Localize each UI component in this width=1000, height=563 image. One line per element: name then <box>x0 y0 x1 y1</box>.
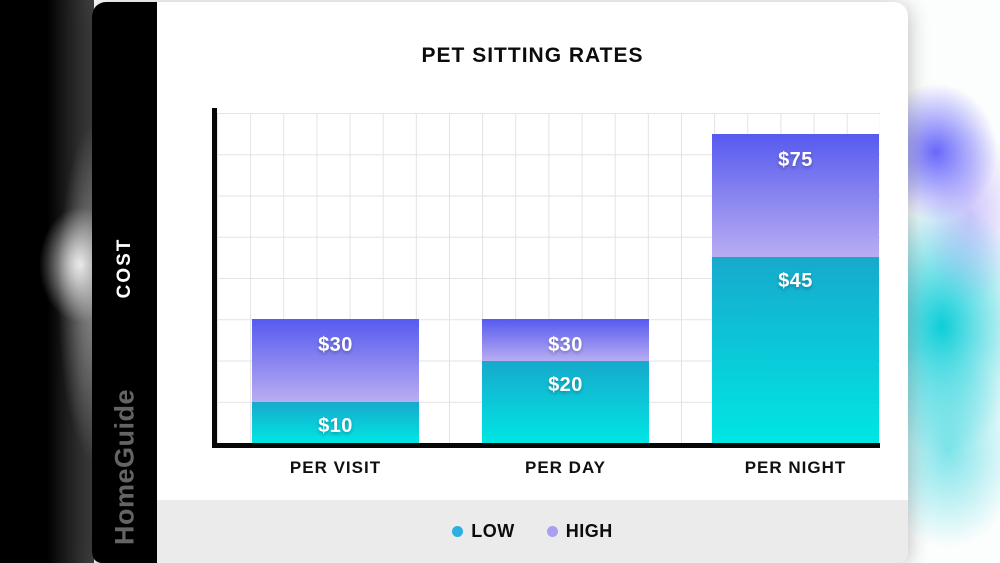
sidebar-cost-label: COST <box>113 237 135 299</box>
chart-title: PET SITTING RATES <box>421 44 644 67</box>
bar-per-night: $75 $45 <box>712 133 879 443</box>
bar-per-day: $30 $20 <box>482 319 649 443</box>
legend-label: LOW <box>471 521 515 541</box>
x-axis-line <box>212 443 880 448</box>
blurred-background-right <box>906 0 1000 563</box>
legend-item-low: LOW <box>452 521 515 542</box>
x-axis-label-per-visit: PER VISIT <box>289 458 382 477</box>
segment-low-per-visit: $10 <box>252 401 419 443</box>
segment-high-per-day: $30 <box>482 319 649 361</box>
segment-low-per-night: $45 <box>712 257 879 443</box>
legend: LOW HIGH <box>157 500 908 563</box>
value-label-high: $30 <box>548 334 583 357</box>
blurred-background-left <box>0 0 94 563</box>
x-axis-labels: PER VISIT PER DAY PER NIGHT <box>217 458 880 482</box>
legend-label: HIGH <box>565 521 613 541</box>
chart-card: COST HomeGuide PET SITTING RATES $30 $10 $… <box>92 2 908 563</box>
value-label-high: $75 <box>778 148 813 171</box>
y-axis-line <box>212 108 217 448</box>
legend-dot-low <box>452 526 464 537</box>
brand-name: HomeGuide <box>109 388 139 546</box>
legend-dot-high <box>546 526 558 537</box>
x-axis-label-per-day: PER DAY <box>524 458 606 477</box>
bar-per-visit: $30 $10 <box>252 319 419 443</box>
segment-high-per-visit: $30 <box>252 319 419 402</box>
value-label-low: $45 <box>778 270 813 293</box>
value-label-high: $30 <box>318 334 353 357</box>
segment-high-per-night: $75 <box>712 133 879 258</box>
bars-container: $30 $10 $30 $20 $75 $45 <box>217 113 880 443</box>
brand-sidebar: COST HomeGuide <box>92 2 157 563</box>
plot-area: $30 $10 $30 $20 $75 $45 <box>212 108 880 448</box>
x-axis-label-per-night: PER NIGHT <box>744 458 847 477</box>
segment-low-per-day: $20 <box>482 360 649 443</box>
value-label-low: $20 <box>548 373 583 396</box>
value-label-low: $10 <box>318 414 353 437</box>
legend-item-high: HIGH <box>546 521 613 542</box>
